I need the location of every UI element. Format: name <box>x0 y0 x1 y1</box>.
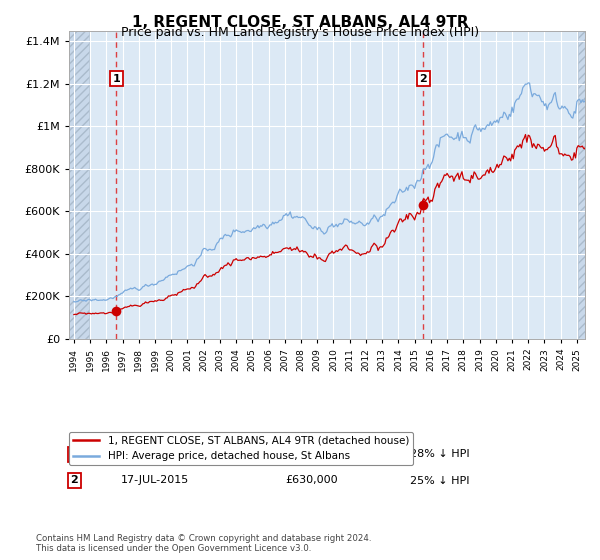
Text: 1: 1 <box>70 449 78 459</box>
Text: 25% ↓ HPI: 25% ↓ HPI <box>410 475 469 486</box>
Text: 1, REGENT CLOSE, ST ALBANS, AL4 9TR: 1, REGENT CLOSE, ST ALBANS, AL4 9TR <box>131 15 469 30</box>
Text: 2: 2 <box>70 475 78 486</box>
Text: Price paid vs. HM Land Registry's House Price Index (HPI): Price paid vs. HM Land Registry's House … <box>121 26 479 39</box>
Text: 28% ↓ HPI: 28% ↓ HPI <box>410 449 469 459</box>
Text: 09-AUG-1996: 09-AUG-1996 <box>121 449 195 459</box>
Text: 1: 1 <box>113 73 120 83</box>
Text: 2: 2 <box>419 73 427 83</box>
Text: £130,000: £130,000 <box>286 449 338 459</box>
Text: £630,000: £630,000 <box>286 475 338 486</box>
Text: Contains HM Land Registry data © Crown copyright and database right 2024.
This d: Contains HM Land Registry data © Crown c… <box>36 534 371 553</box>
Legend: 1, REGENT CLOSE, ST ALBANS, AL4 9TR (detached house), HPI: Average price, detach: 1, REGENT CLOSE, ST ALBANS, AL4 9TR (det… <box>69 432 413 465</box>
Text: 17-JUL-2015: 17-JUL-2015 <box>121 475 189 486</box>
